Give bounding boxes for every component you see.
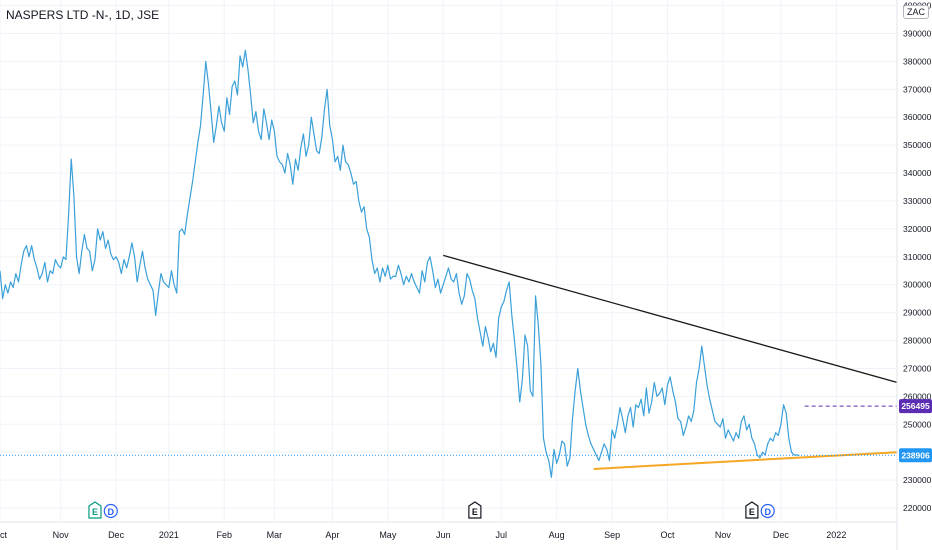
price-line xyxy=(0,49,800,478)
event-marker-letter: D xyxy=(108,507,115,517)
event-marker-letter: E xyxy=(749,507,755,517)
level-badge: 256495 xyxy=(901,401,930,411)
time-tick-label: Feb xyxy=(216,530,232,540)
time-tick-label: Jun xyxy=(436,530,451,540)
price-tick-label: 300000 xyxy=(903,280,932,290)
price-tick-label: 370000 xyxy=(903,84,932,94)
price-badges: 256495 238906 xyxy=(899,399,932,463)
upper-trendline xyxy=(443,254,898,384)
last-price-badge-bg xyxy=(899,448,932,463)
time-tick-label: Oct xyxy=(0,530,7,540)
price-tick-label: 360000 xyxy=(903,112,932,122)
time-tick-label: May xyxy=(379,530,397,540)
chart-grid xyxy=(0,0,897,522)
level-badge-bg xyxy=(899,399,932,414)
price-tick-label: 350000 xyxy=(903,140,932,150)
time-tick-label: Aug xyxy=(549,530,565,540)
last-price-line xyxy=(0,405,897,456)
earnings-marker xyxy=(745,501,759,519)
time-tick-label: Jul xyxy=(496,530,508,540)
time-tick-label: Dec xyxy=(108,530,125,540)
time-tick-label: Apr xyxy=(325,530,339,540)
dividend-marker xyxy=(103,503,118,519)
currency-unit-badge[interactable]: ZAC xyxy=(903,5,929,19)
event-marker-letter: E xyxy=(92,507,98,517)
price-tick-label: 250000 xyxy=(903,419,932,429)
time-tick-label: Oct xyxy=(660,530,675,540)
price-tick-label: 270000 xyxy=(903,363,932,373)
event-marker-letter: D xyxy=(764,507,771,517)
earnings-marker xyxy=(468,501,482,519)
time-axis[interactable]: Oct Nov Dec 2021 Feb Mar Apr May Jun Jul Aug Sep Oct… xyxy=(0,521,897,540)
time-tick-label: Nov xyxy=(715,530,732,540)
time-tick-label: 2021 xyxy=(159,530,179,540)
price-tick-label: 380000 xyxy=(903,56,932,66)
price-series xyxy=(0,49,800,478)
price-tick-label: 330000 xyxy=(903,196,932,206)
time-tick-label: Sep xyxy=(604,530,620,540)
time-tick-label: Dec xyxy=(773,530,790,540)
trendlines[interactable] xyxy=(443,254,898,470)
earnings-marker xyxy=(88,501,102,519)
price-tick-label: 220000 xyxy=(903,503,932,513)
time-tick-label: Mar xyxy=(267,530,283,540)
price-tick-label: 290000 xyxy=(903,308,932,318)
time-tick-label: Nov xyxy=(53,530,70,540)
dividend-marker xyxy=(760,503,775,519)
price-tick-label: 340000 xyxy=(903,168,932,178)
price-axis[interactable]: 2200002300002400002500002600002700002800… xyxy=(896,0,932,550)
price-tick-label: 230000 xyxy=(903,475,932,485)
event-marker-letter: E xyxy=(472,507,478,517)
lower-trendline xyxy=(593,451,898,470)
symbol-title[interactable]: NASPERS LTD -N-, 1D, JSE xyxy=(6,8,160,22)
price-tick-label: 390000 xyxy=(903,28,932,38)
price-tick-label: 280000 xyxy=(903,336,932,346)
time-tick-label: 2022 xyxy=(826,530,846,540)
price-tick-label: 260000 xyxy=(903,391,932,401)
last-price-badge: 238906 xyxy=(901,450,930,460)
price-tick-label: 310000 xyxy=(903,252,932,262)
price-tick-label: 320000 xyxy=(903,224,932,234)
